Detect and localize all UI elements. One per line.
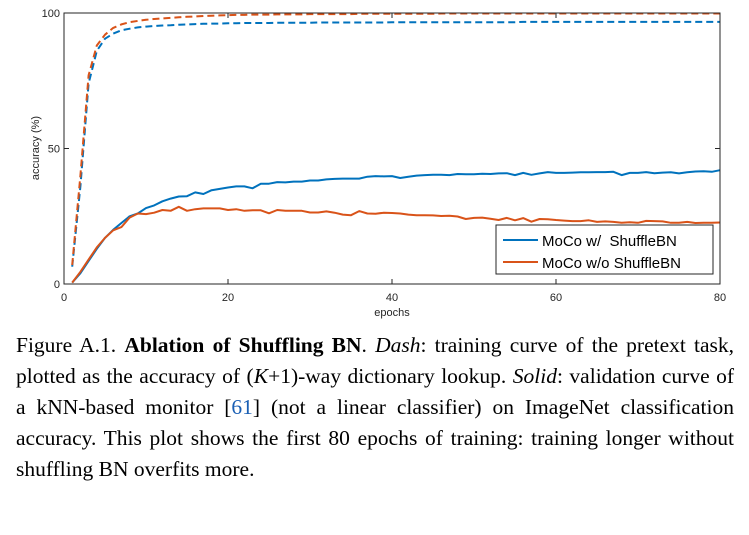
caption-text: . <box>361 333 367 357</box>
x-tick-label: 0 <box>61 292 67 304</box>
caption-text: : validation curve of a kNN-based monito… <box>16 364 735 419</box>
figure-caption: Figure A.1. Ablation of Shuffling BN. Da… <box>16 330 734 485</box>
x-tick-label: 40 <box>386 292 398 304</box>
legend-label-without-shufflebn: MoCo w/o ShuffleBN <box>542 255 681 272</box>
caption-text: ] (not a linear classifier) on ImageNet … <box>16 395 734 481</box>
citation-link[interactable]: 61 <box>231 395 253 419</box>
series-line-0-solid <box>71 169 721 284</box>
x-tick-label: 60 <box>550 292 562 304</box>
dash-term: Dash <box>375 333 421 357</box>
caption-text: : training curve of the pretext task, pl… <box>16 333 735 388</box>
y-axis-label: accuracy (%) <box>30 116 42 180</box>
k-variable: K <box>253 364 269 388</box>
solid-term: Solid <box>512 364 557 388</box>
x-tick-label: 20 <box>222 292 234 304</box>
caption-text: +1)-way dictionary lookup. <box>268 364 507 388</box>
legend-box <box>495 224 714 275</box>
y-tick-label: 50 <box>48 144 60 156</box>
y-tick-label: 0 <box>54 279 60 291</box>
x-tick-label: 80 <box>714 292 726 304</box>
series-line-3-dashed <box>71 12 720 266</box>
figure-title: Ablation of Shuffling BN <box>124 333 362 357</box>
axis-ticks: 0 20 40 60 80 0 50 100 <box>42 8 726 304</box>
series-line-2-dashed <box>71 20 720 267</box>
y-tick-label: 100 <box>42 8 60 20</box>
figure-label: Figure A.1. <box>16 333 117 357</box>
x-axis-label: epochs <box>374 307 410 319</box>
series-lines <box>71 12 721 284</box>
series-line-1-solid <box>71 205 721 284</box>
legend-label-with-shufflebn: MoCo w/ ShuffleBN <box>542 233 677 250</box>
accuracy-chart: 0 20 40 60 80 0 50 100 epochs accuracy (%) MoCo… <box>30 8 726 319</box>
legend: MoCo w/ ShuffleBN MoCo w/o ShuffleBN <box>495 224 714 275</box>
